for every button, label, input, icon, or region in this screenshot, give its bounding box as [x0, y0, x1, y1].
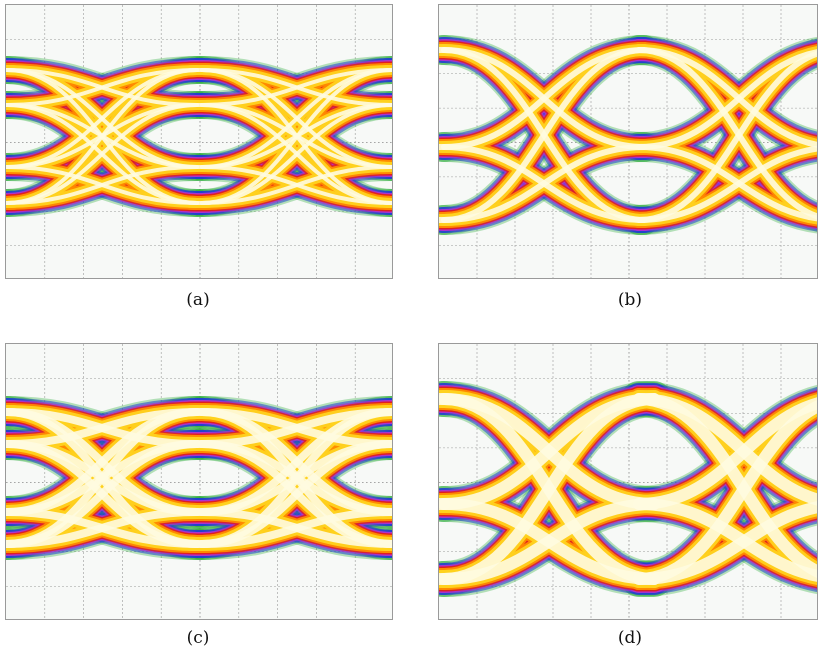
caption-b: (b)	[617, 290, 643, 310]
eye-diagram-c	[5, 343, 393, 620]
eye-b-traces	[439, 35, 817, 235]
caption-c: (c)	[186, 628, 210, 648]
eye-a-traces	[6, 56, 392, 217]
eye-diagram-d	[438, 343, 818, 620]
eye-plot-b	[439, 5, 817, 278]
eye-plot-d	[439, 344, 817, 619]
eye-diagram-a	[5, 4, 393, 279]
caption-a: (a)	[186, 290, 210, 310]
eye-c-traces	[6, 396, 392, 560]
eye-diagram-b	[438, 4, 818, 279]
eye-plot-a	[6, 5, 392, 278]
eye-d-traces	[439, 381, 817, 597]
eye-plot-c	[6, 344, 392, 619]
caption-d: (d)	[617, 628, 643, 648]
